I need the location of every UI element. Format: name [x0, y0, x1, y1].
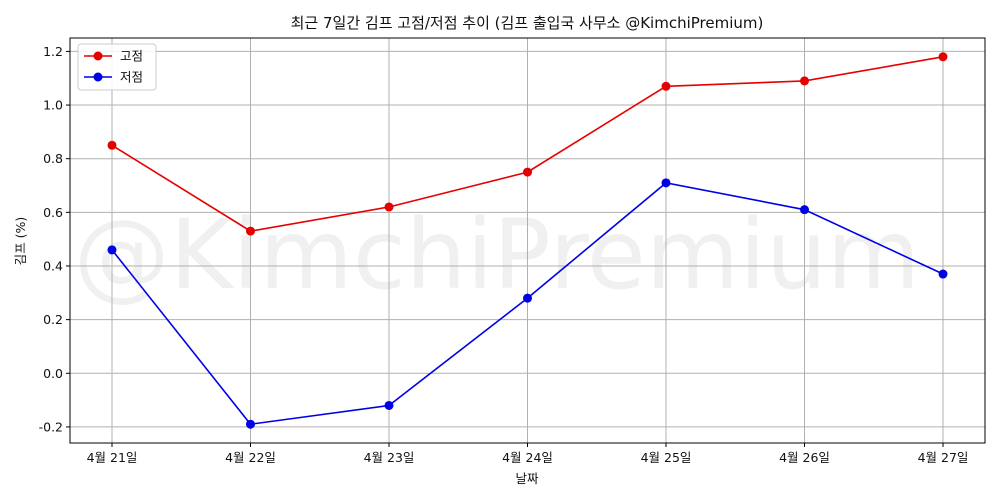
data-point — [246, 419, 255, 429]
series-layer — [107, 52, 948, 429]
data-point — [800, 205, 809, 215]
data-point — [523, 167, 532, 177]
legend-box — [77, 43, 157, 91]
data-point — [661, 178, 671, 188]
x-tick-label: 4월 22일 — [225, 450, 276, 465]
watermark: @KimchiPremium — [74, 199, 921, 311]
x-tick-label: 4월 23일 — [364, 450, 415, 465]
legend-marker — [93, 51, 103, 61]
legend-label: 저점 — [120, 70, 143, 85]
data-point — [661, 81, 671, 91]
x-tick-label: 4월 27일 — [918, 450, 969, 465]
data-point — [800, 76, 809, 86]
legend-marker — [93, 72, 103, 82]
data-point — [107, 140, 117, 150]
legend-label: 고점 — [120, 49, 143, 64]
y-tick-label: 0.2 — [43, 312, 63, 327]
x-tick-label: 4월 24일 — [502, 450, 553, 465]
y-tick-label: 0.6 — [43, 205, 63, 220]
data-point — [246, 226, 255, 236]
x-axis-label: 날짜 — [515, 471, 539, 486]
axes-layer: 4월 21일 4월 22일 4월 23일 4월 24일 4월 25일 4월 26일 4월 2… — [39, 37, 986, 465]
y-tick-label: 0.0 — [43, 366, 63, 381]
y-tick-label: 1.0 — [43, 98, 63, 113]
y-axis-label: 김프 (%) — [13, 217, 28, 266]
y-tick-label: 1.2 — [43, 44, 63, 59]
data-point — [523, 293, 532, 303]
data-point — [938, 52, 948, 62]
data-point — [107, 245, 117, 255]
y-tick-label: 0.4 — [43, 258, 63, 273]
data-point — [938, 269, 948, 279]
y-tick-label: -0.2 — [39, 419, 63, 434]
data-point — [384, 202, 394, 212]
chart-title: 최근 7일간 김프 고점/저점 추이 (김프 출입국 사무소 @KimchiPr… — [291, 14, 764, 32]
grid-layer — [70, 38, 985, 443]
y-tick-label: 0.8 — [43, 151, 63, 166]
plot-frame — [69, 37, 986, 444]
data-point — [384, 400, 394, 410]
x-tick-label: 4월 21일 — [87, 450, 138, 465]
x-tick-label: 4월 26일 — [779, 450, 830, 465]
x-tick-label: 4월 25일 — [641, 450, 692, 465]
